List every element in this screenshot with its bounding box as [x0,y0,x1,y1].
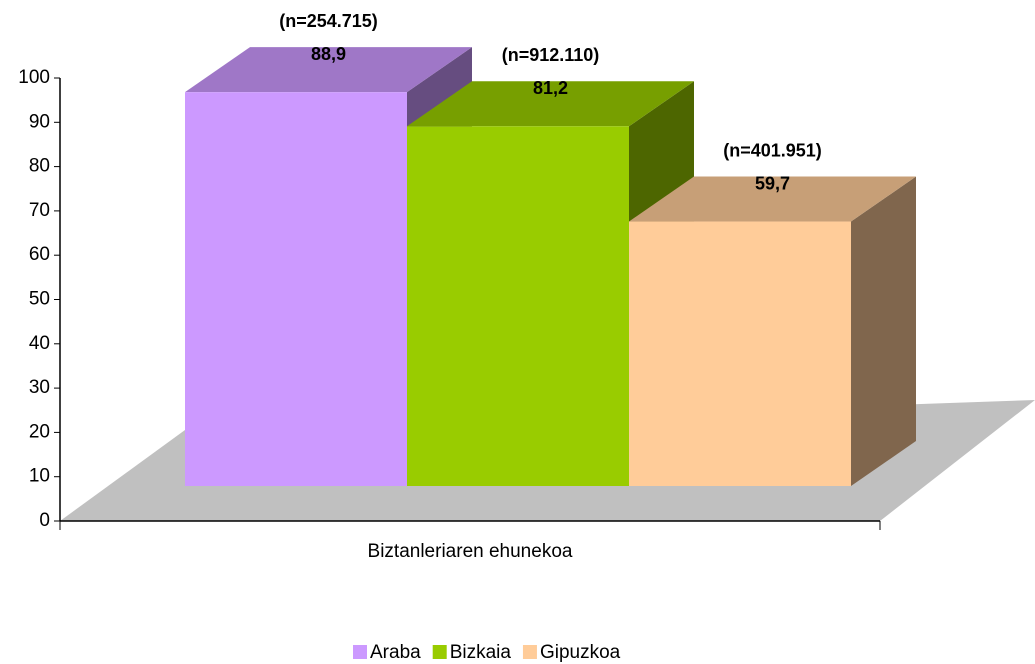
value-label: 88,9 [311,44,346,64]
annotation: (n=912.110) [502,45,600,65]
bar-top [185,47,472,93]
y-tick-label: 10 [29,466,50,487]
bar [629,221,851,487]
annotation: (n=401.951) [723,140,822,160]
y-tick-label: 90 [29,111,50,132]
legend-swatch [432,645,447,659]
bar-side [851,176,916,487]
x-tick-label: Biztanleriaren ehunekoa [368,541,573,562]
y-tick-label: 20 [29,421,50,442]
value-label: 81,2 [533,78,568,98]
legend-swatch [353,645,367,659]
y-tick-label: 70 [29,200,50,221]
y-tick-label: 80 [29,156,50,177]
y-tick-label: 50 [29,289,50,310]
y-tick-label: 0 [39,510,50,531]
legend-label: Araba [370,642,421,663]
bar-top [407,81,694,127]
annotation: (n=254.715) [279,11,378,31]
y-tick-label: 30 [29,377,50,398]
y-tick-label: 100 [18,67,50,88]
y-tick-label: 60 [29,244,50,265]
legend-swatch [522,645,537,659]
value-label: 59,7 [755,173,790,193]
legend-label: Bizkaia [450,642,512,663]
bar [407,126,629,486]
bar [185,92,407,486]
bar-top [629,176,916,222]
y-tick-label: 40 [29,333,50,354]
legend-label: Gipuzkoa [540,642,621,663]
